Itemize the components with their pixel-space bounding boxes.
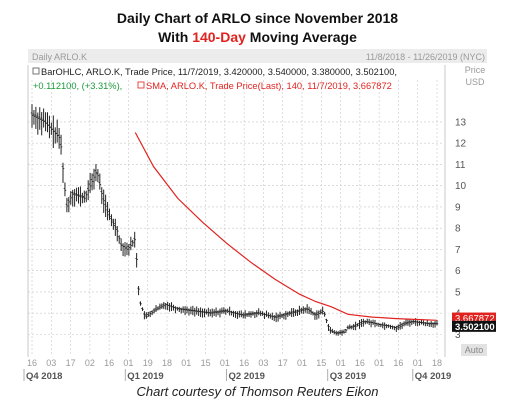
y-tick-label: 6 <box>455 266 461 277</box>
sma-legend-text: SMA, ARLO.K, Trade Price(Last), 140, 11/… <box>146 81 392 91</box>
panel-date-range: 11/8/2018 - 11/26/2019 (NYC) <box>366 52 485 62</box>
x-tick-label: 15 <box>201 358 211 368</box>
x-tick-label: 03 <box>258 358 268 368</box>
y-tick-label: 12 <box>455 139 467 150</box>
x-tick-label: 15 <box>316 358 326 368</box>
x-tick-label: 16 <box>239 358 249 368</box>
y-tick-label: 9 <box>455 202 461 213</box>
x-tick-label: 18 <box>162 358 172 368</box>
x-tick-label: 01 <box>336 358 346 368</box>
last-price-tag <box>452 320 496 332</box>
y-tick-label: 13 <box>455 117 467 128</box>
quarter-label: Q1 2019 <box>127 371 163 382</box>
auto-scale-button-bg <box>461 344 487 356</box>
x-tick-label: 16 <box>355 358 365 368</box>
chart-subtitle: With 140-Day Moving Average <box>0 29 515 45</box>
quarter-label: Q3 2019 <box>330 371 366 382</box>
y-tick-label: 5 <box>455 287 461 298</box>
change-legend-text: +0.112100, (+3.31%), <box>33 81 122 91</box>
chart-legend: BarOHLC, ARLO.K, Trade Price, 11/7/2019,… <box>32 67 397 91</box>
x-tick-label: 17 <box>278 358 288 368</box>
y-axis-price-label: Price <box>465 65 486 75</box>
last-price-text: 3.502100 <box>455 322 495 333</box>
y-tick-label: 7 <box>455 245 461 256</box>
chart-caption: Chart courtesy of Thomson Reuters Eikon <box>136 384 379 399</box>
x-tick-label: 01 <box>123 358 133 368</box>
y-axis: PriceUSD3456789101112133.6678723.502100A… <box>452 65 496 356</box>
chart-header-bar: Daily ARLO.K 11/8/2018 - 11/26/2019 (NYC) <box>28 49 487 63</box>
subtitle-highlight: 140-Day <box>192 29 246 45</box>
sma-value-text: 3.667872 <box>455 314 495 325</box>
x-tick-label: 03 <box>46 358 56 368</box>
quarter-label: Q4 2018 <box>26 371 62 382</box>
x-tick-label: 16 <box>104 358 114 368</box>
y-tick-label: 3 <box>455 330 461 341</box>
x-tick-label: 01 <box>181 358 191 368</box>
sma-legend-icon <box>137 81 145 89</box>
x-tick-label: 18 <box>432 358 442 368</box>
auto-scale-label: Auto <box>465 345 484 355</box>
x-tick-label: 01 <box>220 358 230 368</box>
sma-line <box>134 132 438 321</box>
sma-series <box>134 132 438 321</box>
x-tick-label: 01 <box>413 358 423 368</box>
panel-header-bg <box>28 49 487 63</box>
y-tick-label: 10 <box>455 181 467 192</box>
ohlc-bars <box>30 104 439 336</box>
x-tick-label: 01 <box>374 358 384 368</box>
ohlc-legend-icon <box>32 67 40 75</box>
x-tick-label: 02 <box>85 358 95 368</box>
x-tick-label: 16 <box>393 358 403 368</box>
y-tick-label: 8 <box>455 224 461 235</box>
panel-name: Daily ARLO.K <box>32 52 87 62</box>
x-axis: 16 03 17 02 16 01 19 18 01 15 01 16 03 17 01 15 01 16 01 16… <box>23 358 451 382</box>
y-axis-currency-label: USD <box>465 77 485 87</box>
x-tick-label: 17 <box>66 358 76 368</box>
sma-value-tag <box>452 312 496 324</box>
x-tick-label: 01 <box>297 358 307 368</box>
x-tick-label: 19 <box>143 358 153 368</box>
quarter-label: Q2 2019 <box>229 371 265 382</box>
ohlc-legend-text: BarOHLC, ARLO.K, Trade Price, 11/7/2019,… <box>41 67 397 77</box>
subtitle-prefix: With <box>158 29 193 45</box>
x-tick-label: 16 <box>27 358 37 368</box>
chart-title: Daily Chart of ARLO since November 2018 <box>116 10 399 26</box>
y-tick-label: 11 <box>455 160 466 171</box>
subtitle-suffix: Moving Average <box>245 29 357 45</box>
quarter-label: Q4 2019 <box>415 371 451 382</box>
